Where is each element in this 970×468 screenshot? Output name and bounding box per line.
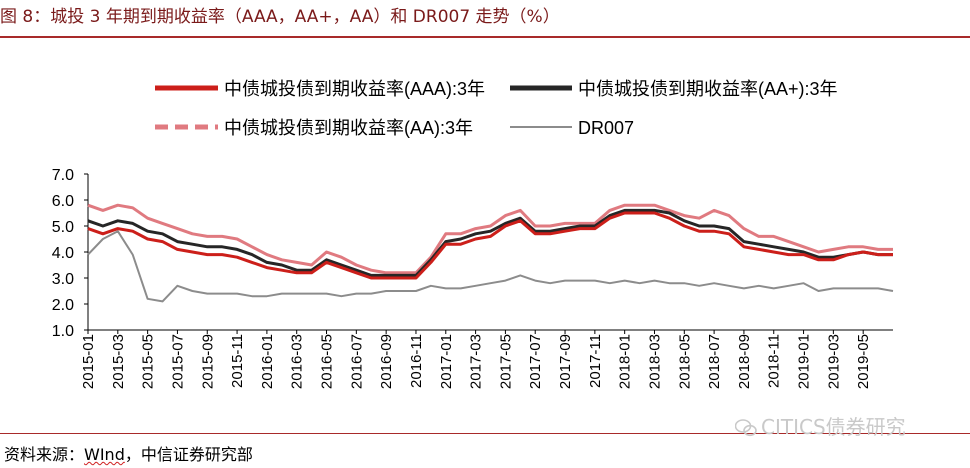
x-axis: 2015-01 2015-03 2015-05 2015-07 2015-09 2015-… [80,329,893,389]
source-note: 资料来源：WInd，中信证券研究部 [4,441,253,465]
x-tick-label: 2018-05 [676,334,693,389]
x-tick-label: 2016-05 [319,334,336,389]
x-tick-label: 2017-11 [587,334,604,388]
legend-label-3: DR007 [578,118,634,138]
x-tick-label: 2018-07 [706,334,723,389]
plot-area [87,203,894,303]
x-tick-label: 2017-09 [557,334,574,389]
x-tick-label: 2016-03 [289,334,306,389]
x-tick-label: 2018-03 [646,334,663,389]
x-tick-label: 2017-07 [527,334,544,389]
y-tick-label: 6.0 [52,193,74,210]
line-chart: 中债城投债到期收益率(AAA):3年 中债城投债到期收益率(AA+):3年中债城投… [52,79,894,389]
source-wind: WInd [84,445,125,464]
x-tick-label: 2017-01 [438,334,455,389]
footer-divider [0,433,970,434]
legend-label-1: 中债城投债到期收益率(AA+):3年 [578,79,838,99]
y-tick-label: 7.0 [52,167,74,184]
series-line-1 [87,208,893,277]
figure-title: 图 8：城投 3 年期到期收益率（AAA，AA+，AA）和 DR007 走势（%… [0,7,560,27]
x-tick-label: 2019-03 [825,334,842,389]
watermark-text: CITICS债券研究 [761,415,906,439]
y-tick-label: 2.0 [52,297,74,314]
x-tick-label: 2016-11 [408,334,425,388]
x-tick-label: 2015-07 [169,334,186,389]
x-tick-label: 2015-03 [110,334,127,389]
x-tick-label: 2018-01 [617,334,634,389]
y-tick-label: 4.0 [52,245,74,262]
x-tick-label: 2018-09 [736,334,753,389]
x-tick-label: 2019-01 [796,334,813,389]
source-suffix: ，中信证券研究部 [124,445,253,464]
series-line-2 [87,203,893,275]
x-tick-label: 2015-01 [80,334,97,389]
x-tick-label: 2015-05 [140,334,157,389]
legend-label-2: 中债城投债到期收益率(AA):3年 [224,118,473,138]
x-tick-label: 2017-03 [468,334,485,389]
y-tick-label: 1.0 [52,323,74,340]
y-tick-label: 3.0 [52,271,74,288]
series-line-3 [87,230,894,303]
x-tick-label: 2015-11 [229,334,246,388]
wechat-icon [734,418,757,442]
title-divider [0,36,970,38]
legend-label-0: 中债城投债到期收益率(AAA):3年 [224,79,485,99]
y-tick-label: 5.0 [52,219,74,236]
watermark: CITICS债券研究 [734,411,906,442]
source-prefix: 资料来源： [4,445,85,464]
y-axis: 7.0 6.0 5.0 4.0 3.0 2.0 1.0 [52,167,89,340]
series-line-0 [87,211,893,280]
chart-legend: 中债城投债到期收益率(AAA):3年 中债城投债到期收益率(AA+):3年中债城投… [155,79,838,138]
x-tick-label: 2015-09 [199,334,216,389]
x-tick-label: 2017-05 [497,334,514,389]
x-tick-label: 2016-01 [259,334,276,389]
x-tick-label: 2016-09 [378,334,395,389]
x-tick-label: 2019-05 [855,334,872,389]
x-tick-label: 2016-07 [348,334,365,389]
x-tick-label: 2018-11 [766,334,783,388]
